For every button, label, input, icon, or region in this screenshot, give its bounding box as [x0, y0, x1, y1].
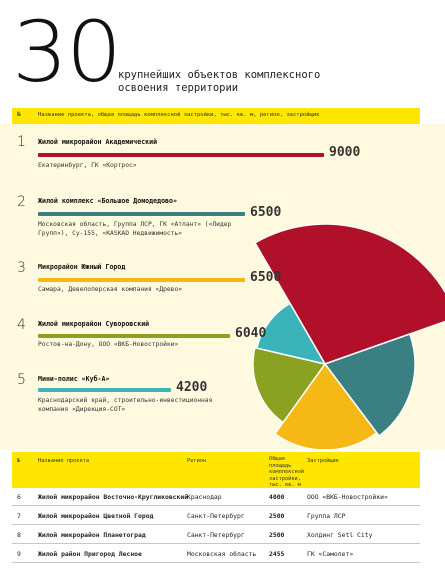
- table-row: 8 Жилой микрорайон Планетоград Санкт-Пет…: [12, 526, 420, 544]
- bar-value-1: 9000: [329, 145, 361, 160]
- item-desc-4: Ростов-на-Дону, ООО «ВКБ-Новостройки»: [38, 341, 179, 348]
- row-number: 7: [17, 512, 21, 520]
- row-developer: ООО «ВКБ-Новостройки»: [307, 493, 388, 501]
- item-name-1: Жилой микрорайон Академический: [38, 138, 158, 146]
- col-number-header: №: [17, 458, 21, 464]
- row-area: 2455: [269, 550, 285, 558]
- row-region: Санкт-Петербург: [187, 512, 245, 520]
- pie-slice-1: [253, 223, 445, 365]
- item-desc-2: Московская область, Группа ЛСР, ГК «Атла…: [38, 221, 232, 237]
- pie-slice-5: [255, 302, 327, 366]
- bar-value-5: 4200: [176, 380, 208, 395]
- title-line-2: освоения территории: [118, 82, 239, 94]
- row-name: Жилой микрорайон Планетоград: [38, 531, 146, 539]
- item-rank-3: 3: [17, 260, 26, 276]
- row-number: 6: [17, 493, 21, 501]
- col-developer-header: Застройщик: [307, 458, 339, 464]
- row-name: Жилой район Пригород Лесное: [38, 550, 142, 558]
- row-region: Московская область: [187, 550, 257, 558]
- item-desc-5: Краснодарский край, строительно-инвестиц…: [38, 397, 213, 413]
- item-rank-5: 5: [17, 372, 26, 388]
- row-developer: Группа ЛСР: [307, 512, 346, 520]
- title-line-1: крупнейших объектов комплексного: [118, 69, 321, 81]
- pie-slice-2: [323, 333, 416, 437]
- row-developer: Холдинг Setl City: [307, 531, 373, 539]
- col-area-header: Общая площадь комплексной застройки, тыс…: [269, 456, 305, 488]
- pie-slice-4: [252, 346, 327, 424]
- col-name-header: Название проекта: [38, 458, 90, 464]
- table-row: 6 Жилой микрорайон Восточно-Кругликовски…: [12, 488, 420, 506]
- row-region: Санкт-Петербург: [187, 531, 245, 539]
- big-number-heading: 30: [12, 3, 122, 101]
- page-title: крупнейших объектов комплексного освоени…: [118, 69, 418, 95]
- chart-area: 1 Жилой микрорайон Академический 9000 Ек…: [0, 124, 445, 449]
- item-rank-1: 1: [17, 134, 26, 150]
- row-number: 9: [17, 550, 21, 558]
- bar-3: [38, 278, 245, 282]
- item-name-2: Жилой комплекс «Большое Домодедово»: [38, 197, 177, 205]
- row-developer: ГК «Самолет»: [307, 550, 354, 558]
- bar-value-4: 6040: [235, 326, 267, 341]
- bar-5: [38, 388, 171, 392]
- bar-4: [38, 334, 230, 338]
- header-columns-label: Название проекта, общая площадь комплекс…: [38, 112, 320, 118]
- header-number-label: №: [17, 111, 21, 118]
- bar-1: [38, 153, 324, 157]
- col-region-header: Регион: [187, 458, 207, 464]
- row-name: Жилой микрорайон Цветной Город: [38, 512, 154, 520]
- top-table-header: № Название проекта, общая площадь компле…: [12, 108, 420, 124]
- item-name-4: Жилой микрорайон Суворовский: [38, 320, 150, 328]
- pie-chart: [252, 223, 445, 449]
- table-row: 7 Жилой микрорайон Цветной Город Санкт-П…: [12, 507, 420, 525]
- pie-slice-3: [273, 362, 378, 449]
- bar-value-2: 6500: [250, 205, 282, 220]
- row-region: Краснодар: [187, 493, 222, 501]
- item-name-3: Микрорайон Южный Город: [38, 263, 126, 271]
- item-name-5: Мини-полис «Куб-А»: [38, 375, 110, 383]
- table-row: 9 Жилой район Пригород Лесное Московская…: [12, 545, 420, 563]
- item-rank-2: 2: [17, 194, 26, 210]
- row-area: 2500: [269, 531, 285, 539]
- item-rank-4: 4: [17, 317, 26, 333]
- row-number: 8: [17, 531, 21, 539]
- bar-value-3: 6500: [250, 270, 282, 285]
- row-area: 4000: [269, 493, 285, 501]
- item-desc-3: Самара, Девелоперская компания «Древо»: [38, 286, 183, 293]
- item-desc-1: Екатеринбург, ГК «Кортрос»: [38, 162, 137, 169]
- bar-2: [38, 212, 245, 216]
- row-name: Жилой микрорайон Восточно-Кругликовский: [38, 493, 189, 501]
- row-area: 2500: [269, 512, 285, 520]
- bottom-table-header: № Название проекта Регион Общая площадь …: [12, 452, 420, 488]
